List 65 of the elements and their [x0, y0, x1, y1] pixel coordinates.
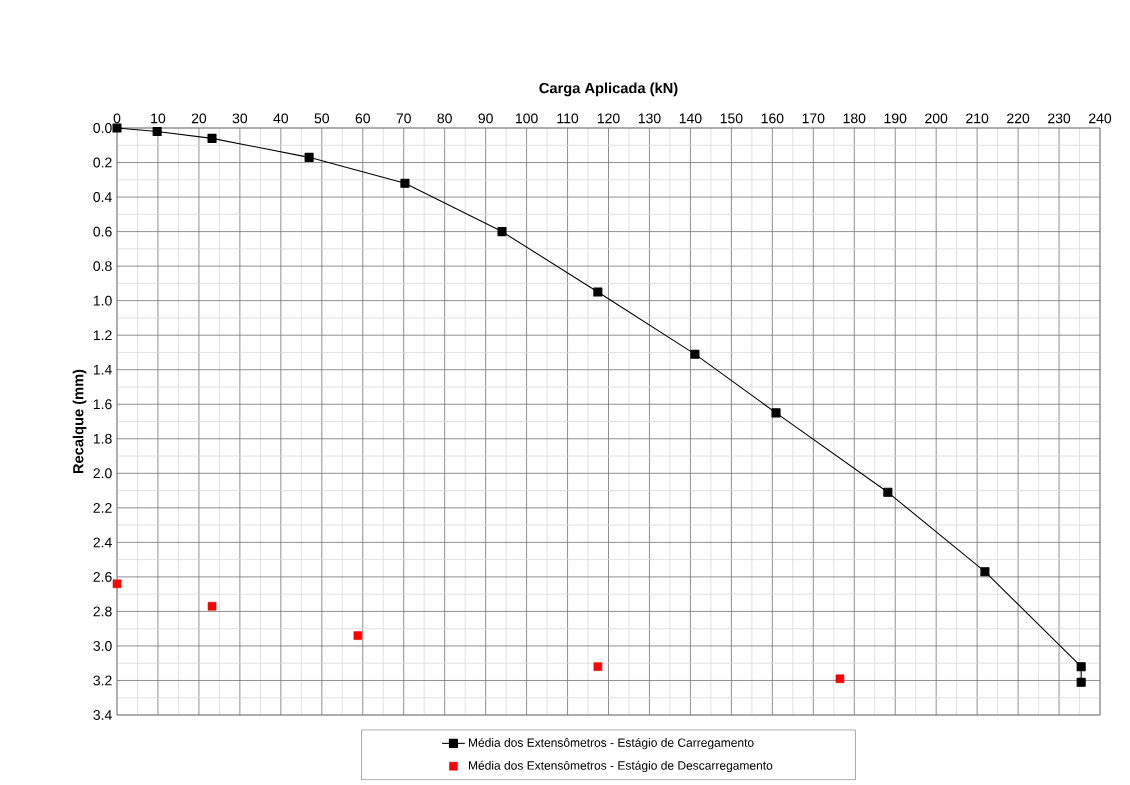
x-tick-label: 210 — [966, 113, 989, 124]
point — [304, 152, 314, 162]
y-tick-label: 1.8 — [93, 433, 112, 444]
y-tick-label: 2.8 — [93, 606, 112, 617]
x-tick-label: 50 — [314, 113, 330, 124]
y-tick-label: 0.6 — [93, 226, 112, 237]
x-tick-label: 180 — [843, 113, 866, 124]
y-tick-label: 1.6 — [93, 399, 112, 410]
point — [883, 487, 893, 497]
y-axis-title: Recalque (mm) — [72, 369, 87, 474]
y-tick-label: 1.4 — [93, 364, 112, 375]
x-tick-label: 200 — [925, 113, 948, 124]
y-tick-label: 2.2 — [93, 502, 112, 513]
x-tick-label: 150 — [720, 113, 743, 124]
x-tick-label: 240 — [1089, 113, 1112, 124]
x-tick-label: 160 — [761, 113, 784, 124]
x-tick-label: 60 — [355, 113, 370, 124]
x-tick-label: 20 — [191, 113, 207, 124]
point — [112, 579, 122, 589]
x-tick-label: 190 — [884, 113, 907, 124]
y-tick-label: 1.2 — [93, 330, 112, 341]
x-tick-label: 0 — [113, 113, 121, 124]
y-tick-label: 2.0 — [93, 468, 112, 479]
point — [152, 126, 162, 136]
point — [400, 178, 410, 188]
y-tick-label: 3.4 — [93, 710, 112, 720]
y-tick-label: 1.0 — [93, 295, 112, 306]
y-tick-label: 3.0 — [93, 641, 112, 651]
point — [835, 674, 845, 684]
x-tick-label: 10 — [151, 113, 166, 124]
y-tick-label: 0.4 — [93, 192, 112, 203]
legend-label: Média dos Extensômetros - Estágio de Carregamento — [469, 737, 754, 750]
y-tick-label: 2.6 — [93, 571, 112, 582]
x-tick-label: 70 — [396, 113, 411, 124]
point — [353, 631, 363, 640]
point — [593, 662, 603, 671]
x-axis-title: Carga Aplicada (kN) — [539, 82, 678, 97]
x-tick-label: 230 — [1048, 113, 1071, 124]
x-tick-label: 100 — [515, 113, 538, 124]
point — [207, 601, 217, 611]
y-tick-label: 0.2 — [93, 157, 112, 168]
point — [1076, 677, 1086, 687]
x-tick-label: 220 — [1007, 113, 1030, 124]
x-tick-label: 90 — [478, 113, 493, 124]
x-tick-label: 120 — [597, 113, 620, 124]
x-tick-label: 170 — [802, 113, 825, 124]
point — [207, 133, 217, 143]
x-tick-label: 130 — [638, 113, 661, 124]
x-tick-label: 80 — [437, 113, 452, 124]
y-tick-label: 0.8 — [93, 261, 112, 272]
x-tick-label: 110 — [557, 113, 579, 124]
point — [690, 349, 700, 359]
point — [771, 408, 781, 418]
y-tick-label: 2.4 — [93, 537, 112, 548]
legend-label: Média dos Extensômetros - Estágio de Descarregamento — [469, 760, 773, 773]
point — [593, 287, 603, 297]
x-tick-label: 140 — [679, 113, 702, 124]
y-tick-label: 0.0 — [93, 123, 112, 133]
point — [112, 123, 122, 133]
x-tick-label: 30 — [232, 113, 248, 124]
point — [497, 227, 507, 237]
y-tick-label: 3.2 — [93, 675, 112, 686]
point — [980, 567, 990, 577]
x-tick-label: 40 — [273, 113, 289, 124]
point — [1076, 662, 1086, 672]
